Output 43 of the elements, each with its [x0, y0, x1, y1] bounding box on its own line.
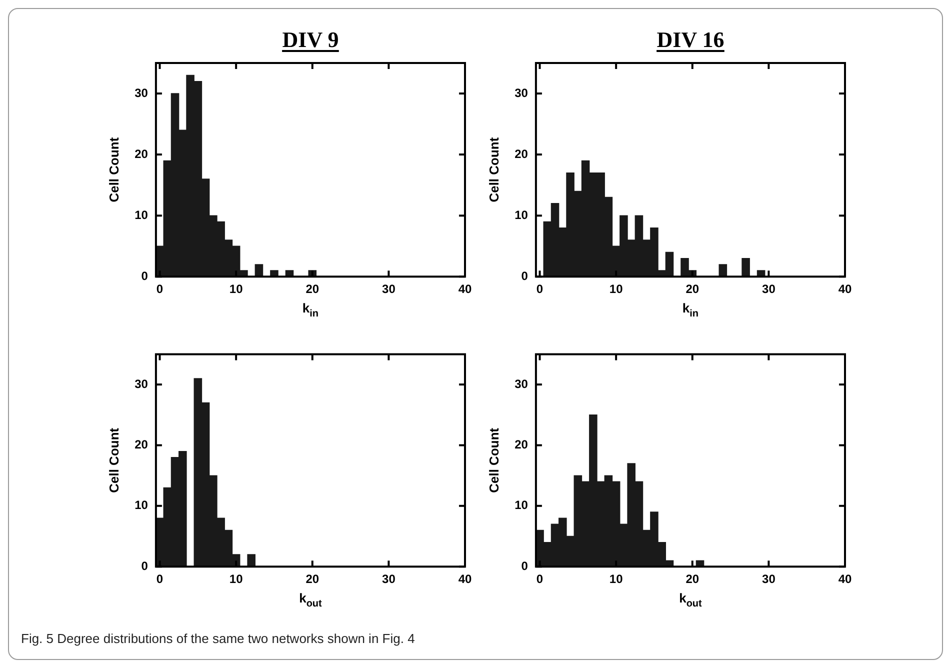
x-tick-label: 0	[536, 282, 544, 296]
x-tick-label: 20	[686, 282, 700, 296]
x-tick-label: 40	[838, 282, 852, 296]
y-tick-label: 0	[521, 268, 528, 283]
x-tick-label: 10	[609, 572, 624, 586]
x-tick-label: 40	[458, 282, 472, 296]
y-axis-title: Cell Count	[486, 136, 502, 202]
y-tick-label: 10	[514, 498, 528, 512]
y-axis-title: Cell Count	[106, 136, 122, 202]
y-axis-title: Cell Count	[486, 427, 502, 493]
x-tick-label: 20	[686, 572, 700, 586]
y-tick-label: 0	[141, 268, 148, 283]
x-tick-label: 40	[458, 572, 472, 586]
y-tick-label: 30	[514, 376, 528, 391]
x-tick-label: 30	[382, 572, 396, 586]
chart-title: DIV 9	[282, 27, 339, 52]
x-tick-label: 40	[838, 572, 852, 586]
chart-title: DIV 16	[656, 27, 724, 52]
x-tick-label: 20	[306, 572, 320, 586]
x-tick-label: 10	[609, 282, 624, 296]
x-tick-label: 0	[156, 572, 164, 586]
y-tick-label: 10	[514, 208, 528, 222]
x-tick-label: 30	[762, 282, 776, 296]
x-tick-label: 30	[382, 282, 396, 296]
y-tick-label: 0	[141, 558, 148, 573]
y-tick-label: 30	[514, 86, 528, 100]
x-tick-label: 20	[306, 282, 320, 296]
y-tick-label: 30	[134, 86, 148, 100]
y-tick-label: 20	[134, 146, 148, 161]
y-tick-label: 20	[514, 438, 528, 452]
y-axis-title: Cell Count	[106, 427, 122, 493]
x-tick-label: 0	[156, 282, 164, 296]
x-tick-label: 10	[229, 572, 244, 586]
y-tick-label: 10	[134, 498, 148, 512]
y-tick-label: 20	[514, 146, 528, 161]
x-tick-label: 30	[762, 572, 776, 586]
caption: Fig. 5 Degree distributions of the same two networks shown in Fig. 4	[21, 631, 415, 646]
y-tick-label: 30	[134, 376, 148, 391]
y-tick-label: 20	[134, 438, 148, 452]
y-tick-label: 0	[521, 558, 528, 573]
y-tick-label: 10	[134, 208, 148, 222]
x-tick-label: 10	[229, 282, 244, 296]
x-tick-label: 0	[536, 572, 544, 586]
